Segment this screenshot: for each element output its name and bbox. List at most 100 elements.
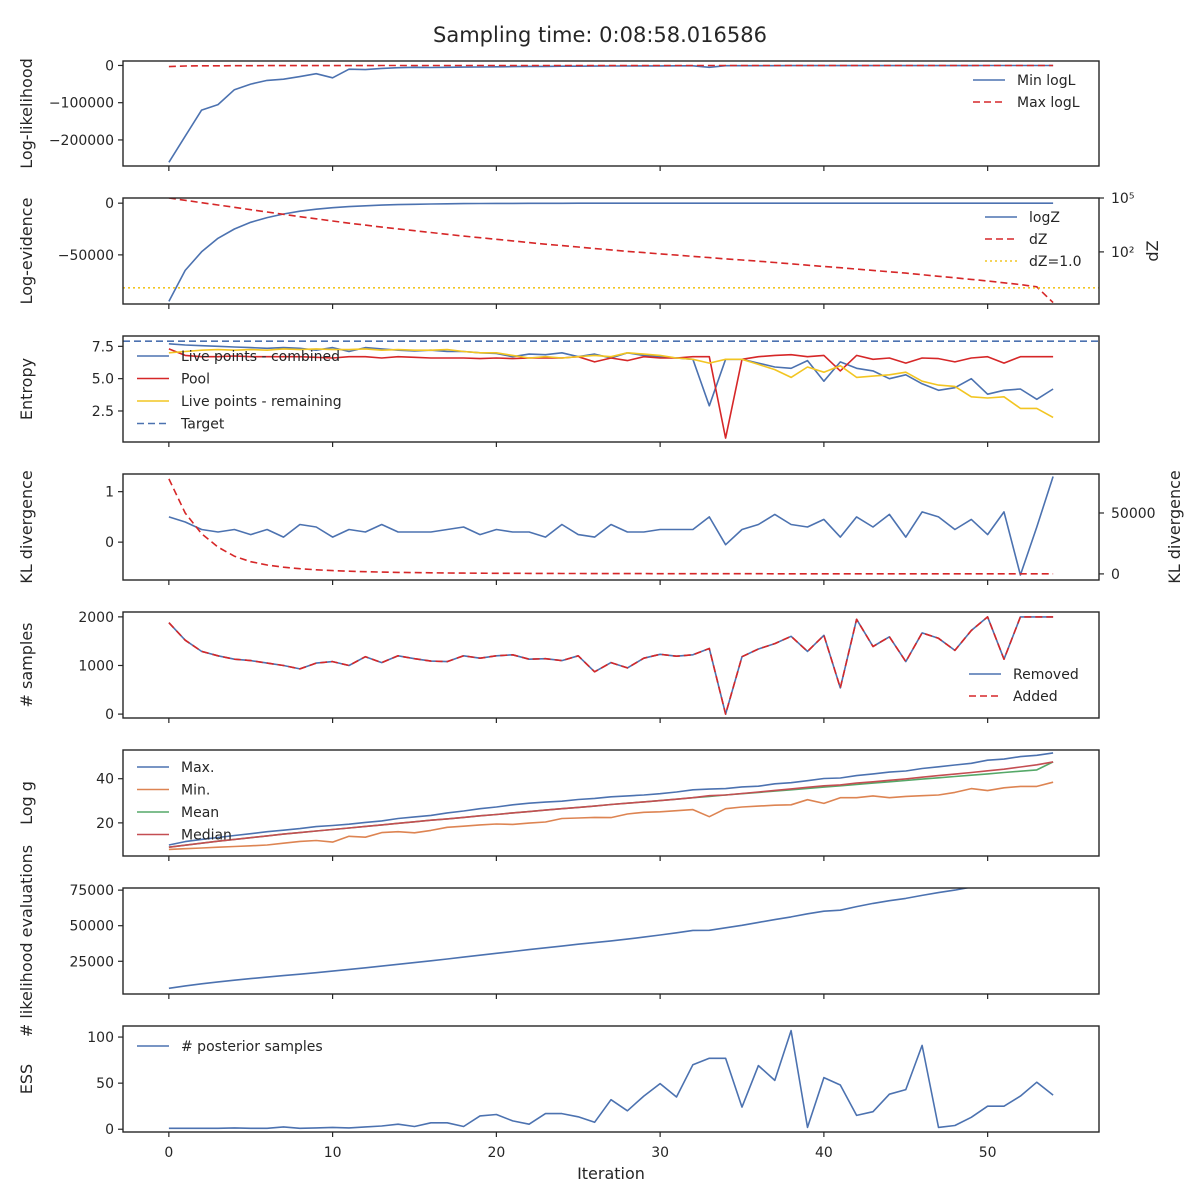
legend-label: dZ=1.0 [1029, 254, 1081, 270]
y2-axis-label: dZ [1143, 240, 1162, 261]
y-axis-label: # samples [17, 623, 36, 708]
y-tick-label: 2000 [78, 610, 114, 626]
figure-title: Sampling time: 0:08:58.016586 [433, 23, 767, 47]
x-tick-label: 0 [164, 1145, 173, 1161]
min-logl-line [168, 64, 1054, 163]
axes-frame [122, 473, 1100, 581]
panel-6: 40 20 Log g Max. Min. Mean Median [17, 749, 1100, 861]
legend-label: Pool [181, 372, 210, 388]
min-line [168, 781, 1054, 851]
y2-tick-label: 10⁵ [1111, 191, 1134, 207]
panel-7: 75000 50000 25000 # likelihood evaluations [17, 845, 1100, 1037]
y-tick-label: 0 [105, 58, 114, 74]
x-tick-label: 20 [487, 1145, 505, 1161]
plot-area [168, 616, 1054, 715]
legend-label: # posterior samples [181, 1039, 323, 1055]
y-tick-label: 50000 [69, 919, 114, 935]
x-tick-label: 30 [651, 1145, 669, 1161]
y2-axis-label: KL divergence [1165, 470, 1184, 583]
y-tick-label: 0 [105, 707, 114, 723]
legend-label: dZ [1029, 232, 1047, 248]
y2-tick-label: 0 [1111, 567, 1120, 583]
y-axis-label: ESS [17, 1064, 36, 1094]
axes-frame [122, 335, 1100, 443]
y-tick-label: −50000 [58, 248, 114, 264]
y-tick-label: 2.5 [92, 404, 114, 420]
legend-label: logZ [1029, 210, 1060, 226]
axes-frame [122, 60, 1100, 167]
y-axis-label: Log-evidence [17, 198, 36, 305]
legend-label: Min logL [1017, 73, 1076, 89]
live-points-remaining-line [168, 348, 1054, 419]
y-tick-label: 0 [105, 535, 114, 551]
y-tick-label: 7.5 [92, 339, 114, 355]
series-1-line [168, 888, 971, 990]
plot-area [168, 476, 1054, 576]
plot-area [168, 752, 1054, 851]
y-axis-label: Log-likelihood [17, 58, 36, 169]
plot-area [123, 340, 1099, 439]
y-tick-label: 25000 [69, 954, 114, 970]
axes-frame [122, 197, 1100, 305]
series-2-line [168, 478, 1054, 575]
y-tick-label: 20 [96, 816, 114, 832]
plot-area [168, 64, 1054, 163]
axes-frame [122, 887, 1100, 995]
y-tick-label: 40 [96, 772, 114, 788]
plot-area [168, 888, 971, 990]
y-tick-label: 0 [105, 196, 114, 212]
y-tick-label: 100 [87, 1030, 114, 1046]
y-axis-label: KL divergence [17, 470, 36, 583]
axes-frame [122, 611, 1100, 719]
panel-8: 100 50 0 ESS # posterior samples 0 10 20 30 40 50 I… [17, 1025, 1100, 1183]
legend-label: Live points - remaining [181, 394, 342, 410]
y-tick-label: 50 [96, 1076, 114, 1092]
plot-area [168, 1029, 1054, 1130]
panels: 0 −100000 −200000 Log-likelihood Min logL Max… [17, 58, 1184, 1183]
axes-frame [122, 1025, 1100, 1133]
panel-1: 0 −100000 −200000 Log-likelihood Min logL Max… [17, 58, 1100, 171]
y-tick-label: 0 [105, 1122, 114, 1138]
y-tick-label: 1 [105, 485, 114, 501]
legend-label: Median [181, 828, 232, 844]
y-tick-label: 5.0 [92, 372, 114, 388]
y-tick-label: 75000 [69, 883, 114, 899]
x-tick-label: 10 [324, 1145, 342, 1161]
y-axis-label: Entropy [17, 358, 36, 420]
legend-label: Added [1013, 689, 1058, 705]
y-axis-label: Log g [17, 781, 36, 825]
panel-5: 2000 1000 0 # samples Removed Added [17, 610, 1100, 723]
legend-label: Max logL [1017, 95, 1080, 111]
axes-frame [122, 749, 1100, 857]
logz-line [168, 202, 1054, 302]
max-logl-line [168, 64, 1054, 68]
x-tick-label: 40 [815, 1145, 833, 1161]
legend-label: Max. [181, 760, 214, 776]
removed-line [168, 616, 1054, 715]
pool-line [168, 348, 1054, 439]
x-tick-label: 50 [979, 1145, 997, 1161]
y-tick-label: −200000 [49, 133, 114, 149]
y-tick-label: 1000 [78, 658, 114, 674]
max-line [168, 752, 1054, 846]
y-axis-label: # likelihood evaluations [17, 845, 36, 1037]
y2-tick-label: 10² [1111, 245, 1134, 261]
y2-tick-label: 50000 [1111, 506, 1156, 522]
posterior-samples-line [168, 1029, 1054, 1130]
panel-2: 0 −50000 10⁵ 10² Log-evidence dZ logZ dZ dZ=1.0 [17, 191, 1162, 309]
legend-label: Mean [181, 805, 219, 821]
median-line [168, 761, 1054, 848]
legend-label: Removed [1013, 667, 1079, 683]
legend-label: Target [180, 417, 225, 433]
added-line [168, 616, 1054, 715]
dz-line [168, 198, 1054, 304]
y-tick-label: −100000 [49, 96, 114, 112]
panel-3: 7.5 5.0 2.5 Entropy Live points - combined Po… [17, 335, 1100, 447]
plot-area [123, 198, 1099, 304]
x-axis-label: Iteration [577, 1164, 645, 1183]
panel-4: 1 0 50000 0 KL divergence KL divergence [17, 470, 1184, 585]
series-1-line [168, 476, 1054, 576]
legend-label: Min. [181, 783, 210, 799]
legend-label: Live points - combined [181, 349, 340, 365]
